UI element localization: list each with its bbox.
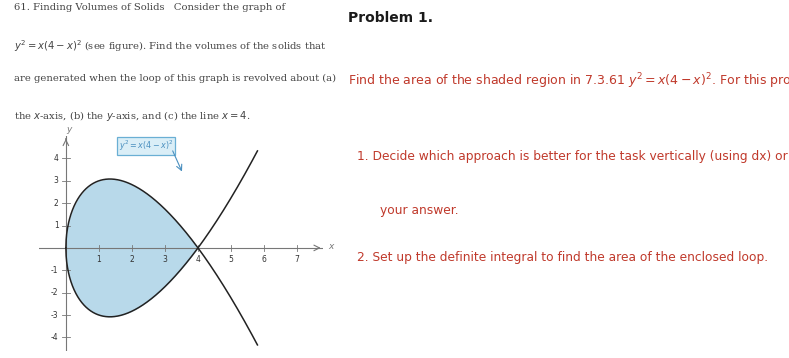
- Text: 3: 3: [54, 176, 58, 185]
- Text: the $x$-axis, (b) the $y$-axis, and (c) the line $x = 4$.: the $x$-axis, (b) the $y$-axis, and (c) …: [13, 109, 250, 123]
- Text: $y$: $y$: [66, 125, 73, 136]
- Text: 7: 7: [294, 255, 300, 263]
- Text: -2: -2: [51, 288, 58, 297]
- Text: -4: -4: [51, 333, 58, 342]
- Text: 1: 1: [96, 255, 101, 263]
- Text: $y^2 = x(4-x)^2$: $y^2 = x(4-x)^2$: [118, 139, 174, 153]
- Text: Problem 1.: Problem 1.: [348, 11, 433, 25]
- Text: 1. Decide which approach is better for the task vertically (using dx) or horizon: 1. Decide which approach is better for t…: [357, 150, 789, 163]
- Text: $x$: $x$: [328, 242, 336, 251]
- Text: are generated when the loop of this graph is revolved about (a): are generated when the loop of this grap…: [13, 73, 335, 83]
- Text: 3: 3: [163, 255, 167, 263]
- Text: -1: -1: [51, 266, 58, 275]
- Text: 2: 2: [129, 255, 134, 263]
- Text: 4: 4: [54, 154, 58, 163]
- Text: 1: 1: [54, 221, 58, 230]
- Text: 61. Finding Volumes of Solids   Consider the graph of: 61. Finding Volumes of Solids Consider t…: [13, 3, 285, 12]
- Text: 2. Set up the definite integral to find the area of the enclosed loop.: 2. Set up the definite integral to find …: [357, 251, 768, 263]
- Text: your answer.: your answer.: [380, 204, 458, 217]
- Text: 4: 4: [196, 255, 200, 263]
- Text: 2: 2: [54, 199, 58, 208]
- Text: Find the area of the shaded region in 7.3.61 $y^2 = x(4 - x)^2$. For this proble: Find the area of the shaded region in 7.…: [348, 72, 789, 91]
- Text: 6: 6: [262, 255, 267, 263]
- Text: 5: 5: [229, 255, 234, 263]
- Text: -3: -3: [51, 310, 58, 320]
- Text: $y^2 = x(4 - x)^2$ (see figure). Find the volumes of the solids that: $y^2 = x(4 - x)^2$ (see figure). Find th…: [13, 38, 326, 54]
